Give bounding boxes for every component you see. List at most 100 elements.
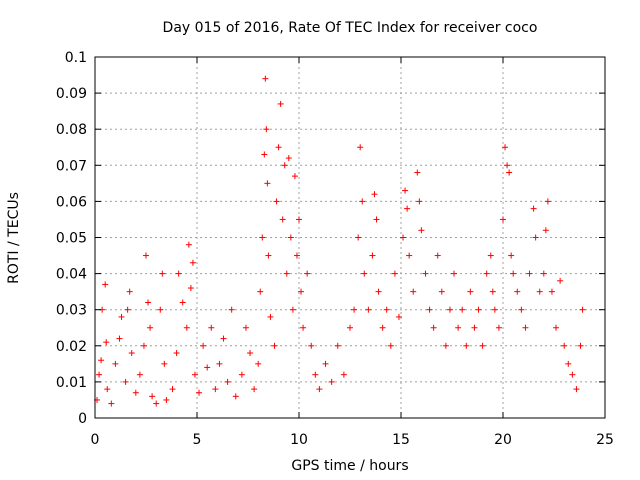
data-point bbox=[395, 313, 402, 320]
data-point bbox=[265, 252, 272, 259]
y-tick-label: 0.01 bbox=[56, 375, 87, 391]
data-point bbox=[402, 187, 409, 194]
data-point bbox=[438, 288, 445, 295]
data-point bbox=[418, 227, 425, 234]
data-point bbox=[118, 313, 125, 320]
data-point bbox=[298, 288, 305, 295]
data-point bbox=[273, 198, 280, 205]
data-point bbox=[514, 288, 521, 295]
data-point bbox=[220, 335, 227, 342]
data-point bbox=[322, 360, 329, 367]
y-tick-label: 0 bbox=[78, 411, 87, 427]
data-point bbox=[179, 299, 186, 306]
data-point bbox=[262, 75, 269, 82]
data-point bbox=[157, 306, 164, 313]
data-point bbox=[251, 386, 258, 393]
data-point bbox=[410, 288, 417, 295]
data-point bbox=[434, 252, 441, 259]
data-point bbox=[173, 350, 180, 357]
data-point bbox=[369, 252, 376, 259]
data-point bbox=[267, 313, 274, 320]
data-point bbox=[103, 339, 110, 346]
data-point bbox=[308, 342, 315, 349]
data-point bbox=[471, 324, 478, 331]
y-tick-label: 0.04 bbox=[56, 267, 87, 283]
data-point bbox=[455, 324, 462, 331]
data-point bbox=[261, 151, 268, 158]
data-point bbox=[175, 270, 182, 277]
data-point bbox=[191, 371, 198, 378]
data-point bbox=[163, 396, 170, 403]
data-point bbox=[153, 400, 160, 407]
data-point bbox=[169, 386, 176, 393]
x-tick-label: 20 bbox=[494, 432, 512, 448]
grid-layer bbox=[95, 57, 605, 418]
data-point bbox=[387, 342, 394, 349]
data-point bbox=[238, 371, 245, 378]
data-point bbox=[277, 100, 284, 107]
data-point bbox=[208, 324, 215, 331]
data-point bbox=[359, 198, 366, 205]
data-point bbox=[406, 252, 413, 259]
data-point bbox=[128, 350, 135, 357]
data-point bbox=[446, 306, 453, 313]
data-point bbox=[96, 371, 103, 378]
data-point bbox=[149, 393, 156, 400]
data-point bbox=[312, 371, 319, 378]
data-point bbox=[526, 270, 533, 277]
data-point bbox=[502, 144, 509, 151]
data-point bbox=[442, 342, 449, 349]
data-point bbox=[400, 234, 407, 241]
data-point bbox=[147, 324, 154, 331]
data-point bbox=[430, 324, 437, 331]
data-point bbox=[404, 205, 411, 212]
data-point bbox=[347, 324, 353, 331]
x-tick-label: 15 bbox=[392, 432, 410, 448]
data-point bbox=[108, 400, 115, 407]
data-point bbox=[281, 162, 288, 169]
data-point bbox=[459, 306, 466, 313]
data-point bbox=[145, 299, 152, 306]
data-point bbox=[577, 342, 584, 349]
data-point bbox=[561, 342, 568, 349]
data-point bbox=[451, 270, 458, 277]
data-point bbox=[355, 234, 362, 241]
data-point bbox=[579, 306, 586, 313]
data-point bbox=[467, 288, 474, 295]
data-point bbox=[475, 306, 482, 313]
data-point bbox=[357, 144, 364, 151]
data-point bbox=[102, 281, 109, 288]
data-point bbox=[224, 378, 231, 385]
data-point bbox=[536, 288, 543, 295]
data-point bbox=[126, 288, 133, 295]
data-point bbox=[196, 389, 203, 396]
data-point bbox=[569, 371, 576, 378]
data-point bbox=[548, 288, 555, 295]
data-point bbox=[212, 386, 219, 393]
x-tick-label: 25 bbox=[596, 432, 614, 448]
data-point bbox=[232, 393, 239, 400]
y-tick-label: 0.07 bbox=[56, 158, 87, 174]
y-tick-label: 0.08 bbox=[56, 122, 87, 138]
data-point bbox=[506, 169, 513, 176]
x-tick-label: 0 bbox=[91, 432, 100, 448]
data-point bbox=[257, 288, 264, 295]
y-tick-label: 0.02 bbox=[56, 339, 87, 355]
data-point bbox=[414, 169, 421, 176]
data-point bbox=[112, 360, 119, 367]
data-point bbox=[379, 324, 386, 331]
data-point bbox=[271, 342, 278, 349]
data-point bbox=[296, 216, 302, 223]
data-point bbox=[532, 234, 539, 241]
data-point bbox=[495, 324, 502, 331]
data-point bbox=[285, 155, 292, 162]
data-point bbox=[293, 252, 300, 259]
data-point bbox=[200, 342, 207, 349]
data-point bbox=[264, 180, 271, 187]
tick-layer: 0 0.01 0.02 0.03 0.04 0.05 0.06 0.07 0.08 0.09 0.1… bbox=[56, 50, 614, 448]
data-point bbox=[544, 198, 551, 205]
data-point bbox=[263, 126, 270, 133]
data-point bbox=[140, 342, 147, 349]
data-point bbox=[304, 270, 311, 277]
